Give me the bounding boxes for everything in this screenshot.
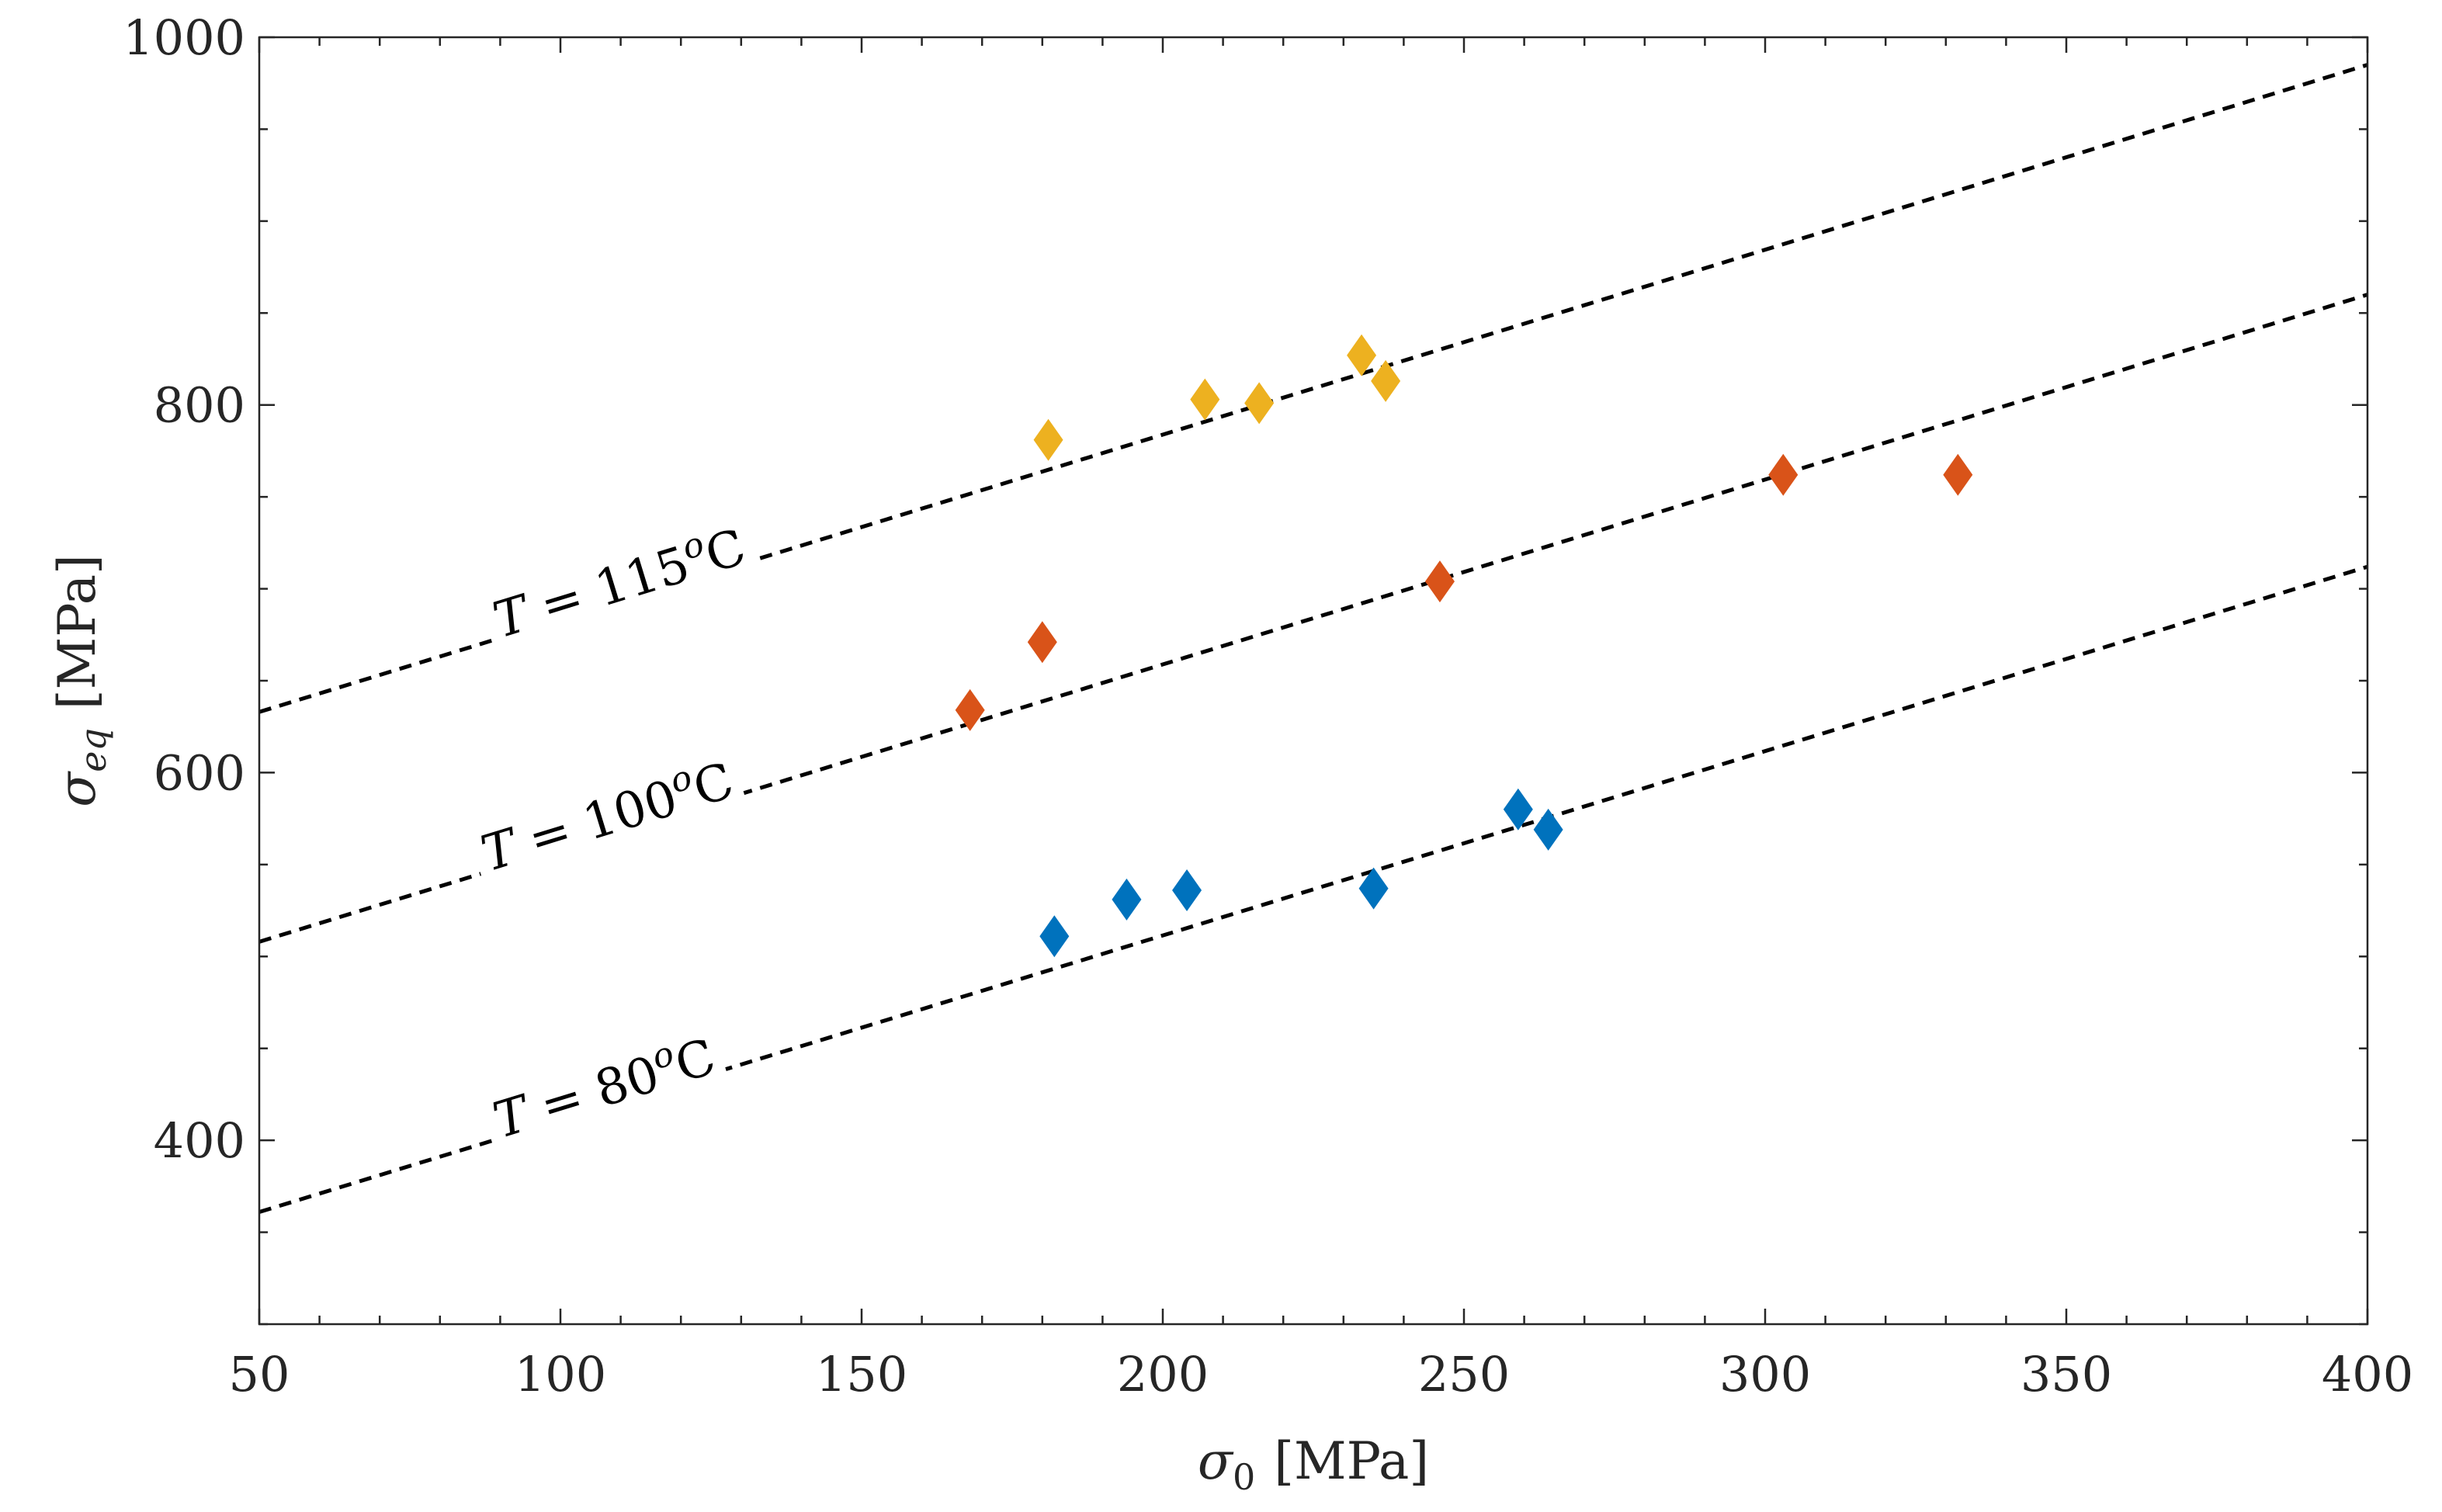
marker-series2-point0 — [1039, 915, 1070, 958]
marker-series0-point4 — [1371, 359, 1401, 402]
y-tick-label-1000: 1000 — [123, 9, 245, 66]
tick-labels: 50 100 150 200 250 300 350 400 400 600 800 1000 — [123, 9, 2413, 1403]
marker-series1-point3 — [1768, 453, 1799, 496]
marker-series0-point0 — [1033, 418, 1063, 461]
line-label-mask-1 — [465, 744, 748, 887]
marker-series2-point2 — [1172, 869, 1202, 912]
plot-area — [259, 37, 2367, 1324]
y-tick-label-400: 400 — [154, 1112, 245, 1169]
line-label-mask-2 — [477, 1020, 730, 1154]
x-axis-unit: [MPa] — [1274, 1431, 1429, 1491]
y-axis-unit: [MPa] — [47, 554, 107, 709]
line-label-mask-0 — [477, 510, 761, 654]
marker-series1-point0 — [955, 688, 985, 731]
marker-series2-point1 — [1112, 878, 1142, 921]
marker-series0-point2 — [1244, 382, 1275, 425]
x-axis-label: σ0 [MPa] — [1198, 1431, 1429, 1498]
x-tick-label-200: 200 — [1117, 1346, 1209, 1403]
marker-series1-point2 — [1424, 560, 1455, 603]
y-axis-label: σeq [MPa] — [47, 554, 114, 807]
x-axis-subscript: 0 — [1233, 1456, 1255, 1498]
data-markers — [955, 334, 1973, 958]
marker-series0-point1 — [1190, 378, 1220, 421]
x-tick-label-350: 350 — [2021, 1346, 2112, 1403]
x-tick-label-250: 250 — [1418, 1346, 1510, 1403]
marker-series1-point1 — [1027, 621, 1057, 664]
x-axis-symbol: σ — [1198, 1431, 1234, 1491]
marker-series0-point3 — [1347, 334, 1377, 376]
x-tick-label-300: 300 — [1719, 1346, 1811, 1403]
axes-box — [258, 36, 2369, 1326]
line-label-masks — [465, 510, 761, 1154]
x-tick-label-100: 100 — [515, 1346, 606, 1403]
marker-series2-point4 — [1503, 788, 1533, 831]
x-tick-label-150: 150 — [816, 1346, 907, 1403]
x-tick-label-50: 50 — [229, 1346, 290, 1403]
marker-series2-point3 — [1358, 867, 1389, 910]
y-tick-label-800: 800 — [154, 377, 245, 434]
marker-series2-point5 — [1533, 808, 1563, 851]
x-tick-label-400: 400 — [2322, 1346, 2413, 1403]
y-tick-label-600: 600 — [154, 744, 245, 801]
y-axis-subscript: eq — [72, 728, 114, 772]
marker-series1-point4 — [1943, 453, 1973, 496]
y-axis-symbol: σ — [47, 771, 107, 807]
